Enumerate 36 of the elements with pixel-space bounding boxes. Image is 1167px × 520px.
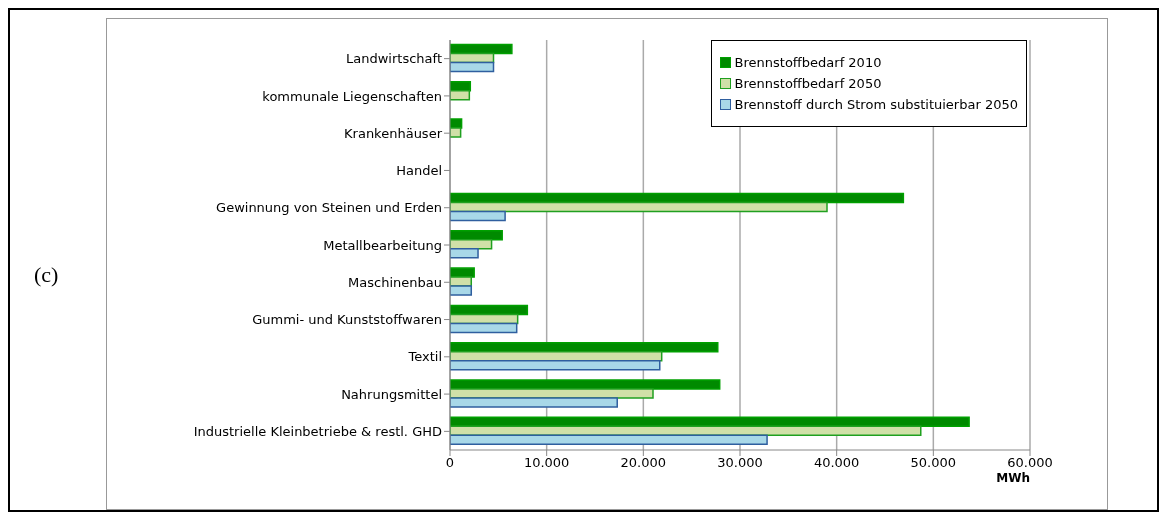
bar — [450, 322, 518, 334]
bar — [450, 425, 922, 436]
bar — [450, 359, 661, 371]
x-tick-label: 20.000 — [620, 455, 667, 471]
bar — [450, 61, 495, 73]
legend-label: Brennstoffbedarf 2050 — [734, 76, 882, 91]
text: (c) — [34, 262, 59, 288]
bar — [450, 397, 618, 408]
x-tick-label: 60.000 — [1007, 455, 1053, 471]
y-tick-label: Nahrungsmittel — [341, 386, 442, 402]
bar — [450, 201, 828, 213]
y-tick-label: kommunale Liegenschaften — [262, 88, 442, 104]
y-tick-label: Gewinnung von Steinen und Erden — [216, 200, 442, 216]
x-tick-label: 10.000 — [523, 455, 570, 471]
legend-label: Brennstoff durch Strom substituierbar 2050 — [734, 97, 1018, 112]
bar — [450, 127, 462, 138]
x-axis-title: MWh — [996, 471, 1030, 485]
legend-label: Brennstoffbedarf 2010 — [734, 55, 882, 70]
y-tick-label: Gummi- und Kunststoffwaren — [252, 312, 442, 328]
bar — [450, 210, 506, 222]
y-tick-label: Textil — [407, 349, 442, 365]
x-tick-label: 30.000 — [717, 455, 763, 471]
y-tick-label: Landwirtschaft — [346, 51, 442, 67]
x-tick-label: 40.000 — [813, 455, 860, 471]
x-tick-label: 50.000 — [910, 455, 957, 471]
bar — [450, 248, 479, 259]
y-tick-label: Industrielle Kleinbetriebe & restl. GHD — [193, 423, 442, 439]
y-tick-label: Handel — [396, 163, 442, 179]
y-tick-label: Krankenhäuser — [344, 125, 443, 141]
bar — [450, 285, 473, 296]
bar — [450, 90, 471, 101]
x-tick-label: 0 — [445, 455, 455, 471]
y-tick-label: Maschinenbau — [348, 274, 442, 290]
bar — [450, 379, 721, 390]
bar — [450, 434, 768, 445]
y-tick-label: Metallbearbeitung — [323, 237, 442, 253]
